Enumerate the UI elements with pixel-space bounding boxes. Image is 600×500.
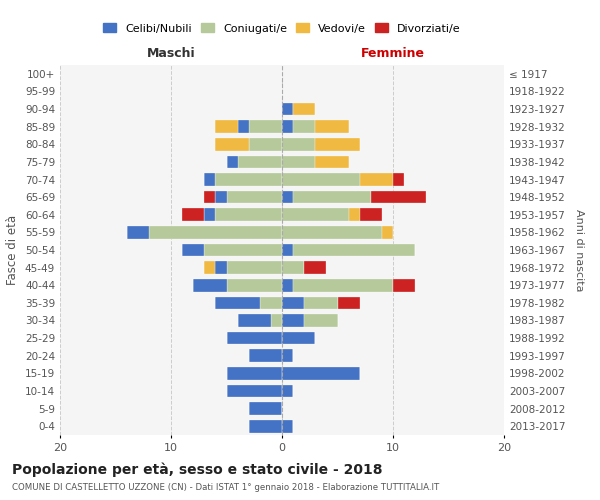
Bar [316, 120, 349, 133]
Bar [282, 244, 293, 256]
Bar [215, 120, 238, 133]
Bar [349, 208, 360, 221]
Bar [304, 262, 326, 274]
Bar [227, 191, 282, 203]
Bar [249, 138, 282, 150]
Bar [282, 102, 293, 116]
Bar [304, 296, 337, 309]
Bar [204, 208, 215, 221]
Bar [360, 208, 382, 221]
Bar [249, 420, 282, 432]
Bar [282, 191, 293, 203]
Bar [282, 120, 293, 133]
Bar [227, 332, 282, 344]
Bar [282, 384, 293, 398]
Bar [282, 156, 316, 168]
Bar [282, 314, 304, 327]
Bar [249, 402, 282, 415]
Bar [371, 191, 426, 203]
Bar [204, 173, 215, 186]
Bar [215, 138, 249, 150]
Bar [282, 208, 349, 221]
Bar [293, 191, 371, 203]
Legend: Celibi/Nubili, Coniugati/e, Vedovi/e, Divorziati/e: Celibi/Nubili, Coniugati/e, Vedovi/e, Di… [99, 19, 465, 38]
Bar [282, 279, 293, 291]
Bar [227, 279, 282, 291]
Bar [293, 102, 316, 116]
Bar [193, 279, 227, 291]
Bar [271, 314, 282, 327]
Bar [215, 191, 227, 203]
Bar [204, 191, 215, 203]
Bar [282, 226, 382, 238]
Bar [316, 138, 360, 150]
Text: Maschi: Maschi [146, 46, 196, 60]
Bar [215, 173, 282, 186]
Bar [393, 279, 415, 291]
Bar [282, 173, 360, 186]
Bar [227, 262, 282, 274]
Bar [282, 367, 360, 380]
Bar [204, 262, 215, 274]
Bar [293, 120, 316, 133]
Bar [316, 156, 349, 168]
Bar [238, 156, 282, 168]
Bar [227, 156, 238, 168]
Bar [337, 296, 360, 309]
Bar [360, 173, 393, 186]
Bar [227, 367, 282, 380]
Bar [282, 138, 316, 150]
Bar [282, 262, 304, 274]
Bar [127, 226, 149, 238]
Bar [182, 244, 204, 256]
Bar [215, 262, 227, 274]
Text: Femmine: Femmine [361, 46, 425, 60]
Bar [249, 350, 282, 362]
Bar [238, 120, 249, 133]
Text: Popolazione per età, sesso e stato civile - 2018: Popolazione per età, sesso e stato civil… [12, 462, 383, 477]
Bar [215, 208, 282, 221]
Bar [282, 296, 304, 309]
Bar [149, 226, 282, 238]
Bar [393, 173, 404, 186]
Bar [215, 296, 260, 309]
Bar [282, 350, 293, 362]
Bar [293, 244, 415, 256]
Bar [227, 384, 282, 398]
Bar [304, 314, 337, 327]
Bar [182, 208, 204, 221]
Y-axis label: Fasce di età: Fasce di età [7, 215, 19, 285]
Text: COMUNE DI CASTELLETTO UZZONE (CN) - Dati ISTAT 1° gennaio 2018 - Elaborazione TU: COMUNE DI CASTELLETTO UZZONE (CN) - Dati… [12, 484, 439, 492]
Bar [293, 279, 393, 291]
Bar [204, 244, 282, 256]
Bar [249, 120, 282, 133]
Y-axis label: Anni di nascita: Anni di nascita [574, 209, 584, 291]
Bar [382, 226, 393, 238]
Bar [282, 332, 316, 344]
Bar [238, 314, 271, 327]
Bar [282, 420, 293, 432]
Bar [260, 296, 282, 309]
